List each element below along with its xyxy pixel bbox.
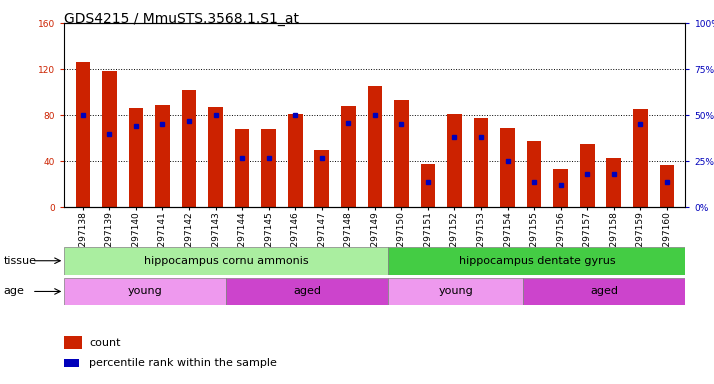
Text: young: young	[438, 286, 473, 296]
Bar	[64, 278, 226, 305]
Text: count: count	[89, 338, 121, 348]
Bar	[527, 141, 541, 207]
Bar	[368, 86, 382, 207]
Bar	[64, 247, 388, 275]
Bar	[235, 129, 249, 207]
Bar	[388, 278, 523, 305]
Text: GDS4215 / MmuSTS.3568.1.S1_at: GDS4215 / MmuSTS.3568.1.S1_at	[64, 12, 299, 25]
Bar	[64, 336, 82, 349]
Text: tissue: tissue	[4, 256, 36, 266]
Bar	[208, 107, 223, 207]
Text: aged: aged	[590, 286, 618, 296]
Bar	[288, 114, 303, 207]
Bar	[341, 106, 356, 207]
Bar	[580, 144, 595, 207]
Bar	[102, 71, 116, 207]
Text: aged: aged	[293, 286, 321, 296]
Bar	[660, 165, 674, 207]
Bar	[76, 62, 90, 207]
Bar	[182, 90, 196, 207]
Bar	[64, 359, 79, 367]
Bar	[226, 278, 388, 305]
Text: age: age	[4, 286, 24, 296]
Bar	[501, 128, 515, 207]
Bar	[394, 100, 408, 207]
Bar	[447, 114, 462, 207]
Bar	[314, 150, 329, 207]
Bar	[606, 158, 621, 207]
Text: young: young	[128, 286, 163, 296]
Bar	[261, 129, 276, 207]
Bar	[553, 169, 568, 207]
Text: percentile rank within the sample: percentile rank within the sample	[89, 358, 277, 368]
Bar	[155, 105, 170, 207]
Text: hippocampus cornu ammonis: hippocampus cornu ammonis	[144, 256, 308, 266]
Text: hippocampus dentate gyrus: hippocampus dentate gyrus	[458, 256, 615, 266]
Bar	[388, 247, 685, 275]
Bar	[129, 108, 144, 207]
Bar	[523, 278, 685, 305]
Bar	[633, 109, 648, 207]
Bar	[421, 164, 436, 207]
Bar	[473, 118, 488, 207]
